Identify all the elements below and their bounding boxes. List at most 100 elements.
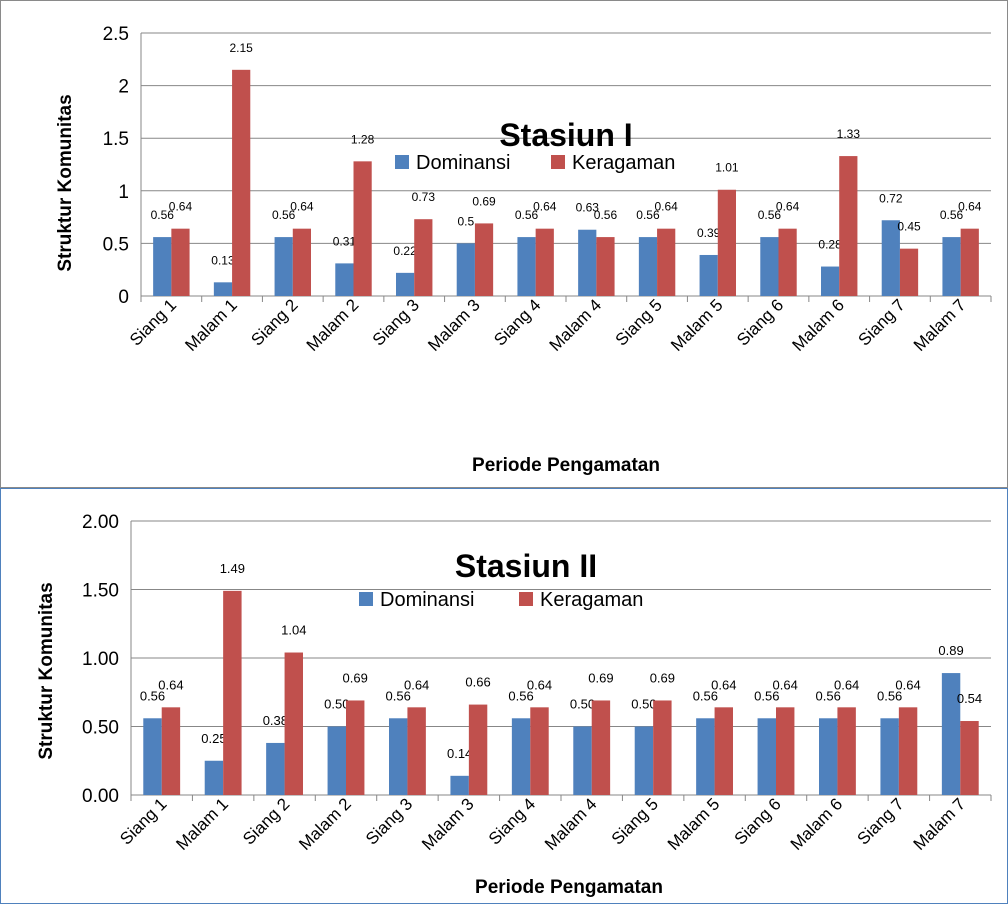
bar-keragaman	[530, 707, 549, 795]
bar-dominansi	[335, 263, 354, 296]
category-label: Siang 4	[490, 295, 544, 349]
bar-keragaman	[839, 156, 858, 296]
data-label: 0.56	[940, 208, 964, 222]
category-label: Malam 7	[910, 794, 970, 854]
bar-keragaman	[899, 248, 919, 296]
category-label: Siang 3	[369, 295, 423, 349]
category-label: Malam 4	[541, 794, 601, 854]
data-label: 0.64	[895, 677, 920, 692]
category-label: Malam 6	[789, 295, 849, 355]
data-label: 0.69	[343, 670, 368, 685]
category-label: Siang 7	[855, 295, 909, 349]
category-label: Siang 3	[362, 794, 416, 848]
y-tick-label: 0	[118, 287, 129, 308]
bar-dominansi	[456, 243, 475, 296]
y-tick-label: 0.50	[82, 718, 119, 739]
bar-dominansi	[450, 775, 469, 795]
category-label: Siang 2	[239, 794, 293, 848]
bar-dominansi	[760, 237, 779, 296]
data-label: 0.64	[776, 200, 800, 214]
bar-keragaman	[714, 707, 733, 795]
y-tick-label: 2	[118, 77, 129, 98]
data-label: 0.54	[957, 691, 982, 706]
bar-keragaman	[223, 590, 242, 795]
bar-keragaman	[346, 700, 365, 795]
chart-stasiun-2: 0.00 0.50 1.00 1.50 2.00 0.56 0.25 0.38 0.50 0.56…	[36, 512, 992, 898]
bar-keragaman	[232, 69, 251, 296]
legend-swatch-keragaman	[551, 155, 565, 169]
x-axis-title: Periode Pengamatan	[475, 877, 663, 898]
data-label: 0.38	[263, 713, 288, 728]
data-label: 0.5	[457, 214, 474, 228]
data-label: 1.49	[220, 561, 245, 576]
data-label: 0.56	[877, 688, 902, 703]
data-label: 0.56	[272, 208, 296, 222]
legend-label: Dominansi	[380, 589, 474, 611]
data-label: 2.15	[229, 41, 253, 55]
y-axis-title: Struktur Komunitas	[36, 582, 57, 759]
bar-keragaman	[414, 219, 433, 296]
data-label: 0.56	[386, 688, 411, 703]
data-label: 0.64	[533, 200, 557, 214]
data-label: 0.64	[654, 200, 678, 214]
bar-dominansi	[143, 718, 162, 795]
y-tick-label: 1	[118, 182, 129, 203]
bar-keragaman	[778, 228, 797, 296]
legend-label: Keragaman	[540, 589, 643, 611]
data-label: 0.50	[570, 697, 595, 712]
category-label: Siang 1	[126, 295, 180, 349]
data-label: 0.31	[333, 234, 357, 248]
data-label: 0.56	[140, 688, 165, 703]
bar-dominansi	[819, 718, 838, 795]
category-label: Malam 1	[172, 794, 232, 854]
data-label: 0.66	[465, 675, 490, 690]
data-label: 0.64	[169, 200, 193, 214]
data-label: 0.50	[324, 697, 349, 712]
bar-keragaman	[535, 228, 554, 296]
y-tick-label: 2.5	[103, 24, 129, 45]
bar-keragaman	[960, 228, 979, 296]
bar-keragaman	[657, 228, 676, 296]
data-label: 0.56	[508, 688, 533, 703]
data-label: 1.01	[715, 161, 739, 175]
data-label: 0.64	[404, 677, 429, 692]
bar-dominansi	[204, 760, 224, 795]
bar-dominansi	[573, 726, 592, 795]
category-label: Malam 7	[910, 295, 970, 355]
category-label: Malam 3	[424, 295, 484, 355]
data-label: 0.56	[816, 688, 841, 703]
bar-keragaman	[353, 161, 372, 296]
bar-keragaman	[596, 237, 615, 296]
data-label: 0.73	[412, 190, 436, 204]
data-label: 1.33	[837, 127, 861, 141]
data-label: 0.64	[158, 677, 183, 692]
data-label: 0.69	[650, 670, 675, 685]
y-tick-label: 0.00	[82, 786, 119, 807]
category-label: Siang 6	[733, 295, 787, 349]
category-label: Malam 4	[546, 295, 606, 355]
legend-swatch-keragaman	[519, 592, 533, 606]
data-label: 0.56	[515, 208, 539, 222]
bar-keragaman	[653, 700, 672, 795]
bar-keragaman	[468, 704, 488, 795]
chart-title: Stasiun II	[455, 548, 597, 584]
bar-dominansi	[396, 272, 415, 296]
bar-keragaman	[284, 652, 303, 795]
data-label: 0.13	[211, 253, 235, 267]
data-label: 1.04	[281, 623, 306, 638]
category-label: Malam 3	[418, 794, 478, 854]
y-axis-title: Struktur Komunitas	[55, 94, 76, 271]
data-label: 0.50	[631, 697, 656, 712]
bar-dominansi	[699, 254, 718, 296]
category-label: Malam 1	[181, 295, 241, 355]
category-label: Malam 6	[787, 794, 847, 854]
category-label: Siang 6	[731, 794, 785, 848]
data-label: 0.64	[527, 677, 552, 692]
bar-keragaman	[837, 707, 856, 795]
bar-dominansi	[942, 237, 961, 296]
data-label: 0.56	[754, 688, 779, 703]
x-axis-title: Periode Pengamatan	[472, 455, 660, 476]
bar-keragaman	[591, 700, 611, 795]
bar-keragaman	[960, 721, 979, 795]
y-tick-label: 1.5	[103, 129, 129, 150]
